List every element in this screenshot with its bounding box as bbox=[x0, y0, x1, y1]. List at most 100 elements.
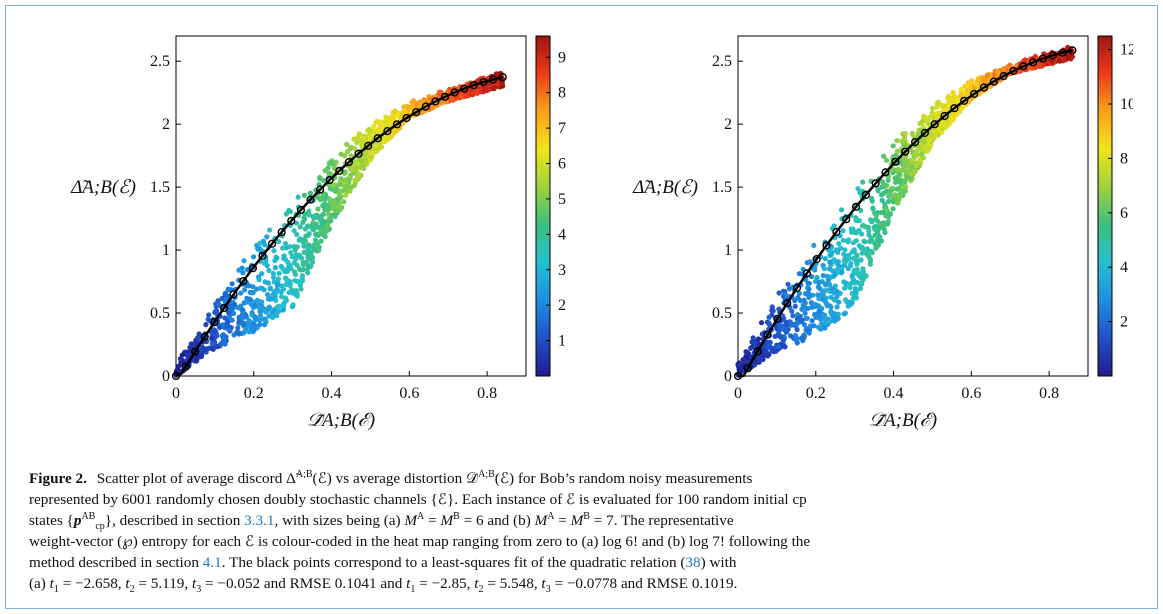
fit-marker bbox=[402, 113, 411, 123]
scatter-point bbox=[301, 243, 307, 249]
scatter-point bbox=[853, 217, 859, 223]
caption-text: M bbox=[440, 512, 454, 529]
caption-text: t bbox=[192, 575, 197, 592]
y-tick-label: 2.5 bbox=[150, 53, 170, 70]
scatter-point bbox=[831, 223, 837, 229]
scatter-point bbox=[240, 270, 246, 276]
scatter-point bbox=[176, 363, 182, 369]
scatter-point bbox=[293, 291, 299, 298]
scatter-point bbox=[311, 226, 317, 232]
scatter-point bbox=[809, 304, 815, 310]
scatter-point bbox=[868, 217, 874, 223]
scatter-point bbox=[280, 301, 286, 307]
scatter-point bbox=[766, 344, 772, 350]
scatter-point bbox=[820, 273, 826, 279]
scatter-point bbox=[330, 204, 336, 210]
scatter-point bbox=[402, 109, 408, 115]
scatter-point bbox=[836, 241, 842, 247]
scatter-point bbox=[351, 182, 357, 188]
scatter-point bbox=[941, 123, 948, 130]
scatter-point bbox=[766, 320, 772, 326]
scatter-point bbox=[916, 144, 922, 150]
scatter-point bbox=[876, 220, 883, 226]
scatter-point bbox=[297, 224, 303, 230]
colorbar bbox=[1097, 35, 1113, 377]
fit-marker bbox=[239, 277, 248, 286]
scatter-point bbox=[934, 114, 941, 120]
caption-text: (ℰ) vs average distortion 𝒟̃ bbox=[312, 470, 479, 487]
scatter-point bbox=[244, 267, 250, 273]
scatter-point bbox=[305, 255, 311, 261]
scatter-point bbox=[884, 208, 890, 214]
fit-marker bbox=[344, 158, 354, 167]
caption-text: t bbox=[474, 575, 479, 592]
scatter-point bbox=[198, 353, 204, 359]
scatter-point bbox=[330, 200, 336, 206]
fit-marker bbox=[783, 299, 792, 308]
caption-link[interactable]: 4.1 bbox=[202, 554, 222, 571]
scatter-point bbox=[294, 231, 300, 237]
scatter-point bbox=[315, 224, 321, 230]
scatter-point bbox=[780, 288, 786, 294]
scatter-point bbox=[179, 352, 185, 358]
scatter-point bbox=[251, 323, 257, 329]
scatter-point bbox=[309, 259, 316, 265]
scatter-point bbox=[338, 188, 344, 194]
scatter-point bbox=[850, 277, 857, 283]
scatter-point bbox=[918, 151, 924, 157]
scatter-point bbox=[912, 168, 918, 175]
scatter-point bbox=[864, 251, 870, 257]
caption-line: represented by 6001 randomly chosen doub… bbox=[29, 491, 807, 508]
scatter-point bbox=[792, 303, 798, 309]
scatter-point bbox=[274, 282, 280, 288]
scatter-point bbox=[910, 157, 916, 164]
caption-link[interactable]: 38 bbox=[685, 554, 701, 571]
scatter-point bbox=[261, 322, 268, 328]
scatter-point bbox=[885, 218, 891, 224]
scatter-point bbox=[249, 312, 255, 318]
scatter-point bbox=[867, 256, 873, 263]
scatter-point bbox=[280, 245, 286, 251]
scatter-point bbox=[858, 245, 864, 251]
colorbar-tick-label: 8 bbox=[558, 85, 566, 102]
scatter-point bbox=[322, 207, 328, 213]
scatter-point bbox=[815, 284, 821, 290]
scatter-point bbox=[875, 210, 881, 216]
scatter-point bbox=[1064, 55, 1071, 61]
scatter-point bbox=[295, 194, 301, 200]
scatter-point bbox=[748, 345, 754, 351]
scatter-point bbox=[804, 315, 810, 321]
scatter-point bbox=[921, 139, 927, 145]
caption-text: }, described in section bbox=[104, 512, 245, 529]
scatter-point bbox=[256, 277, 262, 283]
x-tick-label: 0.2 bbox=[244, 385, 264, 402]
scatter-point bbox=[790, 313, 796, 319]
scatter-point bbox=[272, 265, 278, 271]
scatter-point bbox=[782, 344, 788, 350]
scatter-point bbox=[243, 313, 249, 319]
colorbar-tick-label: 12 bbox=[1120, 42, 1133, 59]
caption-text: M bbox=[570, 512, 584, 529]
scatter-point bbox=[834, 304, 840, 310]
fit-marker bbox=[489, 75, 498, 84]
scatter-point bbox=[229, 281, 235, 287]
scatter-point bbox=[973, 81, 979, 88]
fit-marker bbox=[812, 255, 821, 264]
scatter-point bbox=[836, 299, 842, 305]
scatter-point bbox=[394, 112, 401, 118]
scatter-point bbox=[799, 317, 805, 324]
scatter-point bbox=[776, 344, 782, 350]
y-tick-label: 2 bbox=[724, 116, 732, 133]
scatter-point bbox=[925, 141, 931, 147]
fit-marker bbox=[842, 215, 851, 224]
scatter-point bbox=[187, 345, 193, 351]
caption-text: . The black points correspond to a least… bbox=[221, 554, 686, 571]
scatter-point bbox=[783, 329, 789, 335]
caption-link[interactable]: 3.3.1 bbox=[244, 512, 275, 529]
scatter-point bbox=[449, 96, 455, 102]
fit-marker bbox=[306, 195, 315, 204]
scatter-point bbox=[853, 238, 859, 244]
scatter-point bbox=[283, 241, 289, 247]
scatter-point bbox=[756, 357, 762, 363]
scatter-point bbox=[389, 113, 395, 119]
